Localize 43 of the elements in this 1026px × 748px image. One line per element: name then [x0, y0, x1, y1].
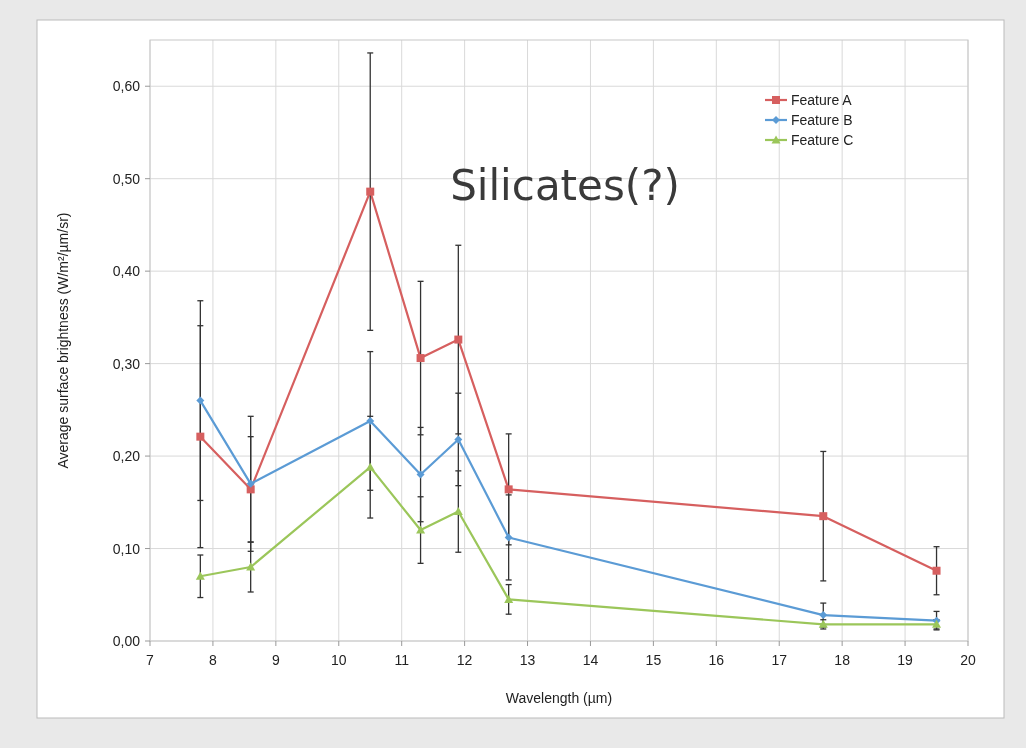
y-tick-label: 0,10: [112, 540, 141, 557]
point: [246, 479, 255, 488]
x-tick-label: 14: [582, 652, 599, 668]
point: [504, 533, 513, 542]
y-tick-label: 0,40: [112, 263, 141, 280]
x-tick-label: 12: [456, 652, 473, 668]
x-tick-label: 19: [897, 652, 914, 668]
legend-label: Feature B: [791, 112, 853, 128]
x-tick-label: 7: [146, 652, 155, 668]
point: [196, 396, 205, 405]
x-tick-label: 16: [708, 652, 725, 668]
y-tick-label: 0,30: [112, 355, 141, 372]
x-axis-title: Wavelength (µm): [505, 690, 613, 706]
x-tick-label: 13: [519, 652, 536, 668]
x-tick-label: 8: [209, 652, 218, 668]
y-tick-label: 0,20: [112, 448, 141, 465]
point: [453, 507, 463, 516]
point: [504, 594, 514, 603]
point: [196, 432, 205, 441]
y-tick-label: 0,50: [112, 170, 141, 187]
x-tick-label: 15: [645, 652, 662, 668]
point: [365, 462, 375, 471]
y-axis-title: Average surface brightness (W/m²/µm/sr): [55, 212, 71, 469]
point: [416, 354, 425, 363]
point: [195, 571, 205, 580]
legend-label: Feature A: [791, 92, 853, 108]
annotation: Silicates(?): [450, 161, 680, 210]
x-tick-label: 9: [271, 652, 280, 668]
x-tick-label: 18: [834, 652, 851, 668]
point: [932, 566, 941, 575]
point: [819, 512, 828, 521]
x-tick-label: 10: [330, 652, 347, 668]
point: [416, 470, 425, 479]
point: [246, 562, 256, 571]
y-tick-label: 0,00: [112, 633, 141, 649]
point: [366, 187, 375, 196]
y-tick-label: 0,60: [112, 78, 141, 95]
x-tick-label: 17: [771, 652, 788, 668]
point: [454, 335, 463, 344]
legend-label: Feature C: [791, 132, 854, 148]
x-tick-label: 11: [394, 652, 410, 668]
x-tick-label: 20: [960, 652, 976, 668]
point: [416, 525, 426, 534]
